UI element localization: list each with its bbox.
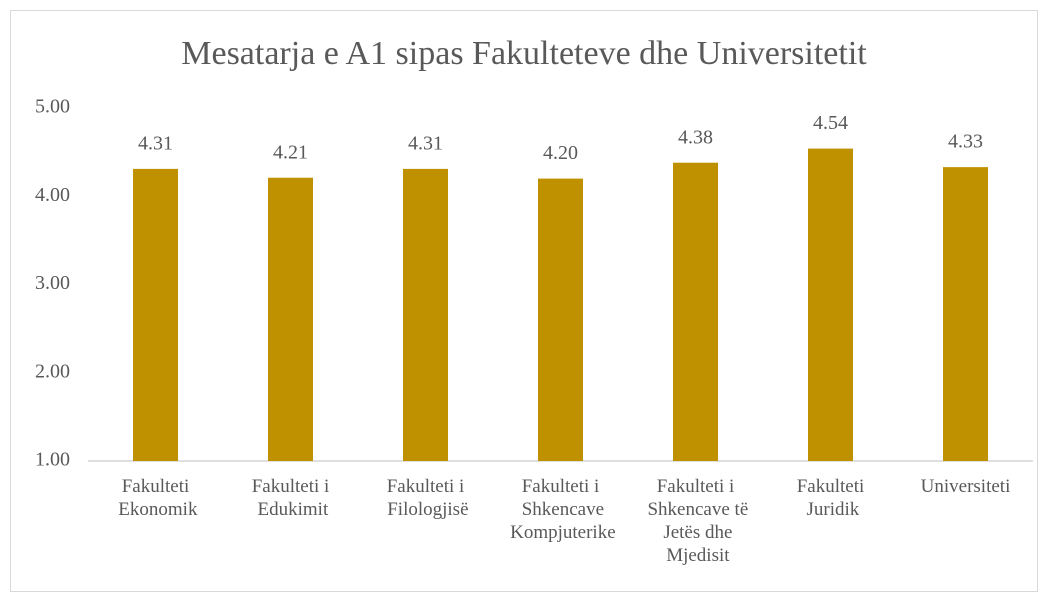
y-tick-label: 1.00: [35, 449, 70, 471]
bar: [133, 168, 178, 461]
x-tick-label: Universiteti: [921, 476, 1011, 497]
x-tick-label: Fakulteti i Shkencave të Jetës dhe Mjedi…: [643, 476, 749, 566]
y-tick-label: 4.00: [35, 184, 70, 206]
data-label: 4.31: [408, 132, 443, 154]
bar: [943, 167, 988, 461]
data-label: 4.33: [948, 131, 983, 153]
bar: [808, 148, 853, 461]
x-tick-label: Fakulteti i Edukimit: [252, 476, 330, 520]
data-label: 4.31: [138, 132, 173, 154]
chart-title: Mesatarja e A1 sipas Fakulteteve dhe Uni…: [181, 35, 867, 72]
x-tick-label: Fakulteti Ekonomik: [114, 476, 198, 520]
y-tick-label: 5.00: [35, 96, 70, 118]
bar: [268, 177, 313, 461]
bar: [538, 178, 583, 461]
x-tick-label: Fakulteti i Shkencave Kompjuterike: [505, 476, 615, 543]
data-label: 4.21: [273, 141, 308, 163]
data-label: 4.38: [678, 126, 713, 148]
y-tick-label: 3.00: [35, 272, 70, 294]
data-label: 4.20: [543, 142, 578, 164]
data-label: 4.54: [813, 112, 848, 134]
x-tick-label: Fakulteti i Filologjisë: [382, 476, 468, 520]
chart-border: [10, 10, 1038, 592]
bar: [673, 162, 718, 461]
bar: [403, 168, 448, 461]
y-tick-label: 2.00: [35, 360, 70, 382]
x-tick-label: Fakulteti Juridik: [797, 476, 865, 520]
